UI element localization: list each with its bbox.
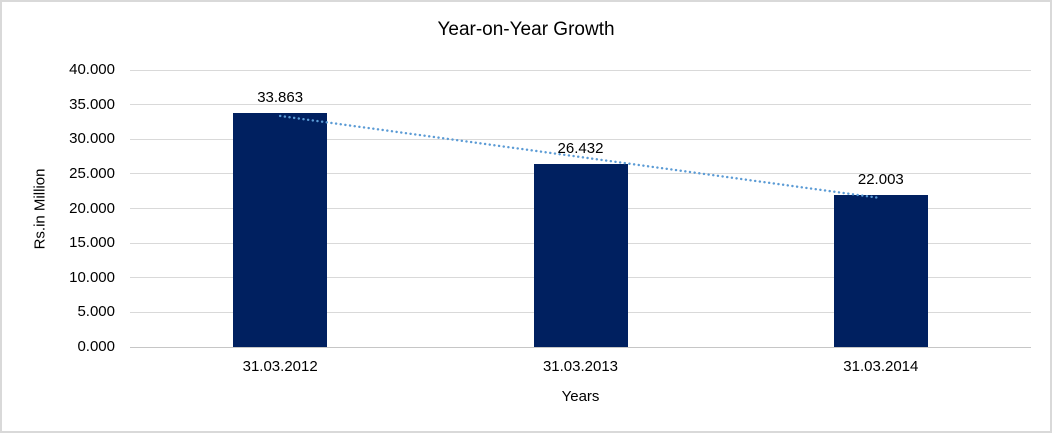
y-tick-label: 30.000 (69, 130, 115, 148)
bar (833, 194, 928, 347)
y-tick-label: 0.000 (77, 338, 115, 355)
y-tick-label: 20.000 (69, 199, 115, 217)
plot-area: 33.863 26.432 22.003 (130, 69, 1031, 348)
x-tick-label: 31.03.2014 (843, 358, 919, 375)
bar (533, 163, 628, 347)
data-label: 26.432 (557, 139, 604, 157)
x-axis-line (130, 346, 1031, 348)
y-tick-label: 40.000 (69, 61, 115, 78)
gridline (130, 69, 1031, 71)
x-tick-label: 31.03.2012 (242, 358, 318, 375)
chart-title: Year-on-Year Growth (437, 19, 615, 40)
x-axis-tick-labels: 31.03.2012 31.03.2013 31.03.2014 (130, 358, 1031, 378)
x-tick-label: 31.03.2013 (542, 358, 619, 375)
y-tick-label: 35.000 (69, 95, 115, 113)
y-tick-label: 10.000 (69, 268, 115, 286)
y-tick-label: 15.000 (69, 234, 115, 252)
data-label: 33.863 (257, 88, 304, 106)
bar (233, 112, 328, 347)
x-axis-title: Years (561, 388, 600, 405)
y-tick-label: 5.000 (77, 303, 115, 321)
y-tick-label: 25.000 (69, 164, 115, 182)
y-axis-tick-labels: 0.000 5.000 10.000 15.000 20.000 25.000 30.000… (35, 61, 115, 355)
gridline (130, 104, 1031, 106)
data-label: 22.003 (857, 170, 904, 188)
